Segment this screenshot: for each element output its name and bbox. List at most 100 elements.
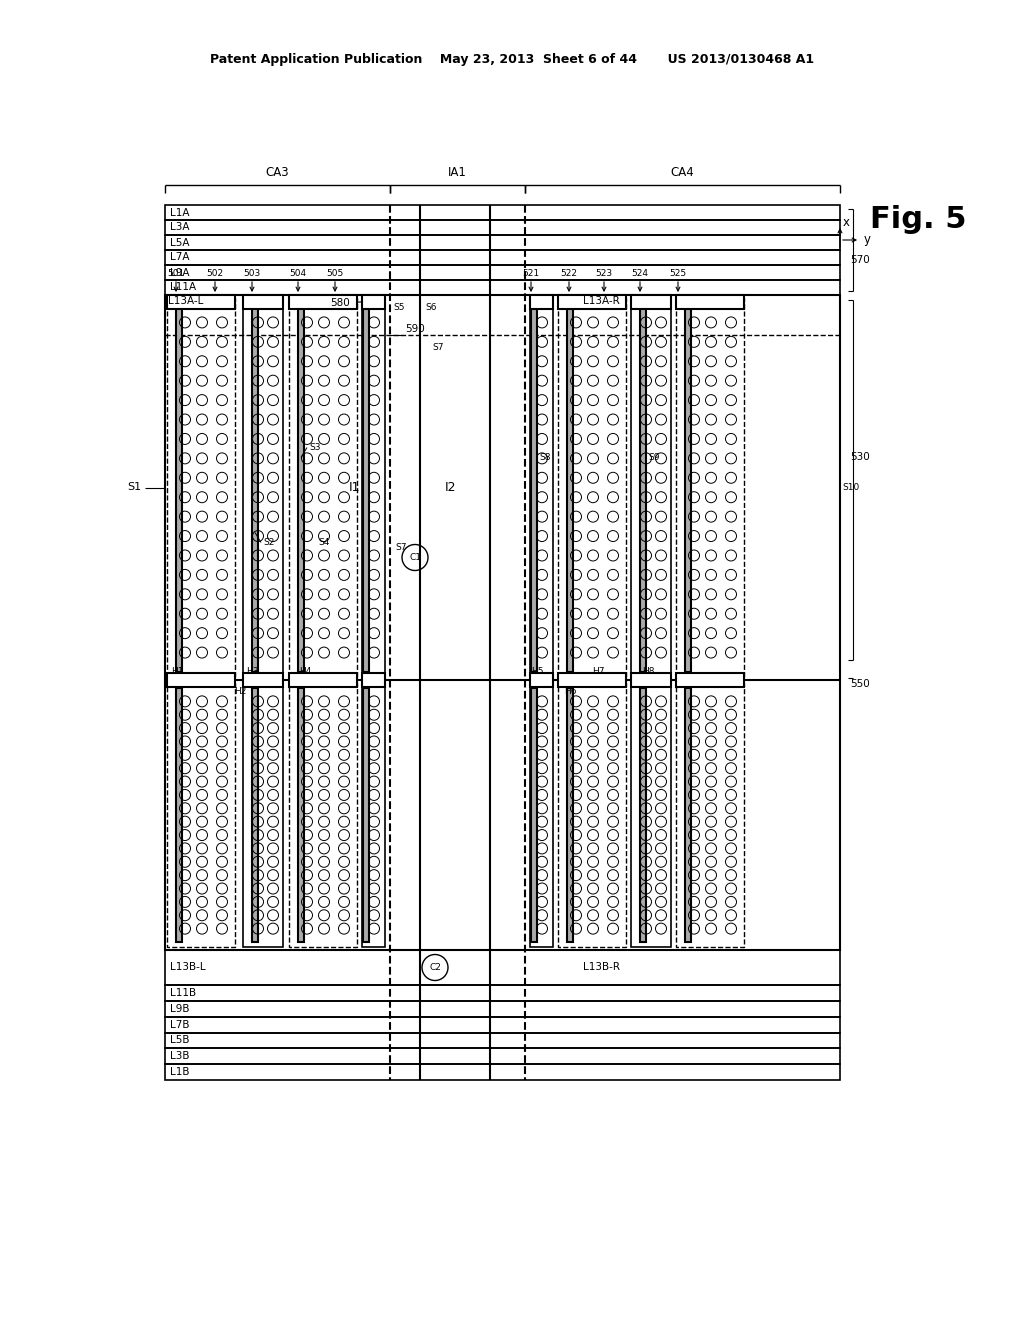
Bar xyxy=(165,265,840,280)
Text: 522: 522 xyxy=(560,268,578,277)
Bar xyxy=(165,205,840,220)
Bar xyxy=(165,235,840,249)
Bar xyxy=(362,688,369,942)
Bar xyxy=(631,682,671,946)
Text: L7A: L7A xyxy=(170,252,189,263)
Bar xyxy=(558,298,626,677)
Text: S7: S7 xyxy=(432,342,443,351)
Text: 505: 505 xyxy=(327,268,344,277)
Bar xyxy=(167,673,234,686)
Bar xyxy=(362,673,385,686)
Bar xyxy=(676,682,744,946)
Bar xyxy=(631,298,671,677)
Text: 521: 521 xyxy=(522,268,540,277)
Bar xyxy=(176,304,182,672)
Text: L1B: L1B xyxy=(170,1067,189,1077)
Bar xyxy=(362,298,385,677)
Text: C1: C1 xyxy=(409,553,421,562)
Text: L13A-R: L13A-R xyxy=(584,296,621,306)
Bar xyxy=(567,304,573,672)
Bar xyxy=(165,1016,840,1032)
Text: H2: H2 xyxy=(233,688,246,697)
Bar xyxy=(289,682,357,946)
Text: IA1: IA1 xyxy=(449,166,467,180)
Bar xyxy=(530,673,553,686)
Bar xyxy=(558,294,626,309)
Text: L11A: L11A xyxy=(170,282,197,293)
Bar xyxy=(165,950,840,985)
Bar xyxy=(165,294,840,950)
Bar xyxy=(567,688,573,942)
Bar xyxy=(640,688,646,942)
Text: L9B: L9B xyxy=(170,1003,189,1014)
Text: I2: I2 xyxy=(444,480,456,494)
Bar xyxy=(243,682,283,946)
Text: H5: H5 xyxy=(530,668,544,676)
Text: L9A: L9A xyxy=(170,268,189,277)
Text: C2: C2 xyxy=(429,964,441,972)
Bar xyxy=(631,673,671,686)
Text: CA3: CA3 xyxy=(265,166,290,180)
Text: S1: S1 xyxy=(127,483,141,492)
Text: L5B: L5B xyxy=(170,1035,189,1045)
Bar xyxy=(362,294,385,309)
Text: S6: S6 xyxy=(425,302,436,312)
Text: Fig. 5: Fig. 5 xyxy=(870,206,967,235)
Text: y: y xyxy=(864,234,871,247)
Bar xyxy=(640,304,646,672)
Bar xyxy=(167,682,234,946)
Text: H4: H4 xyxy=(299,668,311,676)
Bar xyxy=(289,294,357,309)
Bar xyxy=(176,688,182,942)
Text: 524: 524 xyxy=(632,268,648,277)
Bar xyxy=(298,688,304,942)
Bar xyxy=(165,985,840,1001)
Bar xyxy=(631,294,671,309)
Bar xyxy=(558,673,626,686)
Text: 570: 570 xyxy=(850,255,869,265)
Bar xyxy=(252,688,258,942)
Text: H6: H6 xyxy=(564,688,577,697)
Text: S10: S10 xyxy=(842,483,859,492)
Text: I1: I1 xyxy=(349,480,360,494)
Text: S8: S8 xyxy=(539,453,551,462)
Bar xyxy=(289,673,357,686)
Text: CA4: CA4 xyxy=(671,166,694,180)
Bar xyxy=(165,220,840,235)
Text: 501: 501 xyxy=(167,268,184,277)
Text: S5: S5 xyxy=(393,302,404,312)
Bar xyxy=(676,298,744,677)
Text: 504: 504 xyxy=(290,268,306,277)
Text: L3B: L3B xyxy=(170,1051,189,1061)
Bar xyxy=(685,304,691,672)
Bar xyxy=(558,682,626,946)
Bar xyxy=(530,298,553,677)
Text: L5A: L5A xyxy=(170,238,189,248)
Text: S9: S9 xyxy=(648,453,659,462)
Text: H7: H7 xyxy=(592,668,604,676)
Text: 503: 503 xyxy=(244,268,261,277)
Text: H1: H1 xyxy=(171,668,183,676)
Text: L13B-L: L13B-L xyxy=(170,962,206,973)
Text: 523: 523 xyxy=(595,268,612,277)
Text: L13B-R: L13B-R xyxy=(584,962,621,973)
Text: 550: 550 xyxy=(850,678,869,689)
Bar xyxy=(252,304,258,672)
Bar xyxy=(362,304,369,672)
Bar xyxy=(362,682,385,946)
Bar xyxy=(676,294,744,309)
Bar xyxy=(531,688,537,942)
Bar xyxy=(167,298,234,677)
Bar xyxy=(243,673,283,686)
Bar xyxy=(165,249,840,265)
Bar xyxy=(289,298,357,677)
Text: x: x xyxy=(843,215,850,228)
Text: L1A: L1A xyxy=(170,207,189,218)
Bar xyxy=(685,688,691,942)
Bar xyxy=(165,1064,840,1080)
Text: S3: S3 xyxy=(309,444,321,451)
Text: L11B: L11B xyxy=(170,987,197,998)
Text: 580: 580 xyxy=(330,298,350,308)
Bar xyxy=(530,294,553,309)
Text: 590: 590 xyxy=(406,323,425,334)
